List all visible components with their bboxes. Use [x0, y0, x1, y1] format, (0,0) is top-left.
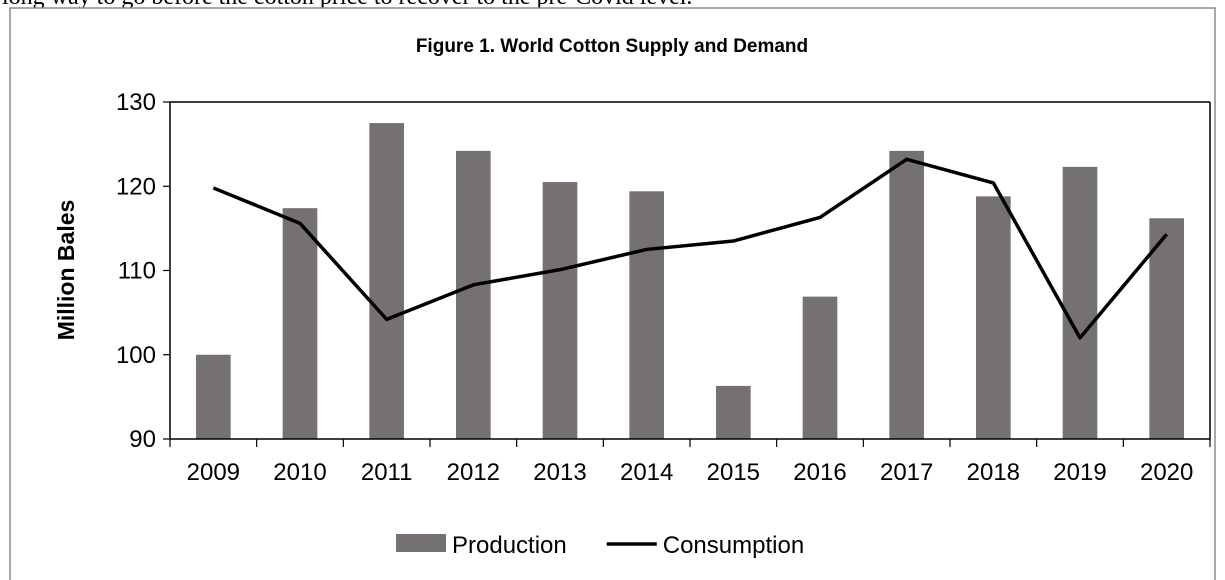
legend-label: Production — [452, 532, 567, 559]
y-axis-label: Million Bales — [53, 200, 79, 341]
bar — [802, 296, 838, 439]
bar — [889, 150, 924, 440]
y-tick-label: 90 — [129, 426, 156, 453]
bar — [369, 123, 404, 439]
x-tick-label: 2018 — [967, 459, 1020, 486]
x-tick-label: 2013 — [533, 459, 586, 486]
x-tick-label: 2011 — [361, 459, 413, 486]
bar — [629, 191, 664, 439]
x-tick-label: 2015 — [707, 459, 760, 486]
x-tick-label: 2009 — [187, 459, 240, 486]
x-tick-label: 2012 — [447, 459, 500, 486]
chart-title: Figure 1. World Cotton Supply and Demand — [416, 36, 808, 57]
bar — [542, 182, 578, 439]
line — [212, 157, 1169, 340]
chart-frame — [9, 7, 1216, 580]
bar — [976, 196, 1011, 439]
y-tick-label: 130 — [116, 89, 156, 116]
bar — [456, 150, 491, 440]
y-tick-label: 100 — [116, 342, 156, 369]
x-tick-label: 2010 — [273, 459, 326, 486]
x-tick-label: 2017 — [880, 459, 933, 486]
y-tick-label: 120 — [116, 173, 156, 200]
y-tick-label: 110 — [118, 258, 156, 285]
x-tick-label: 2020 — [1140, 459, 1193, 486]
bar — [282, 208, 318, 439]
bar — [1149, 218, 1184, 439]
legend-label: Consumption — [663, 532, 804, 559]
text-above: long way to go before the cotton price t… — [2, 0, 692, 10]
x-tick-label: 2014 — [620, 459, 673, 486]
x-tick-label: 2019 — [1053, 459, 1106, 486]
bar — [716, 385, 751, 439]
bar — [196, 354, 231, 439]
bar — [1062, 166, 1098, 439]
x-tick-label: 2016 — [793, 459, 846, 486]
legend-swatch — [396, 534, 446, 552]
